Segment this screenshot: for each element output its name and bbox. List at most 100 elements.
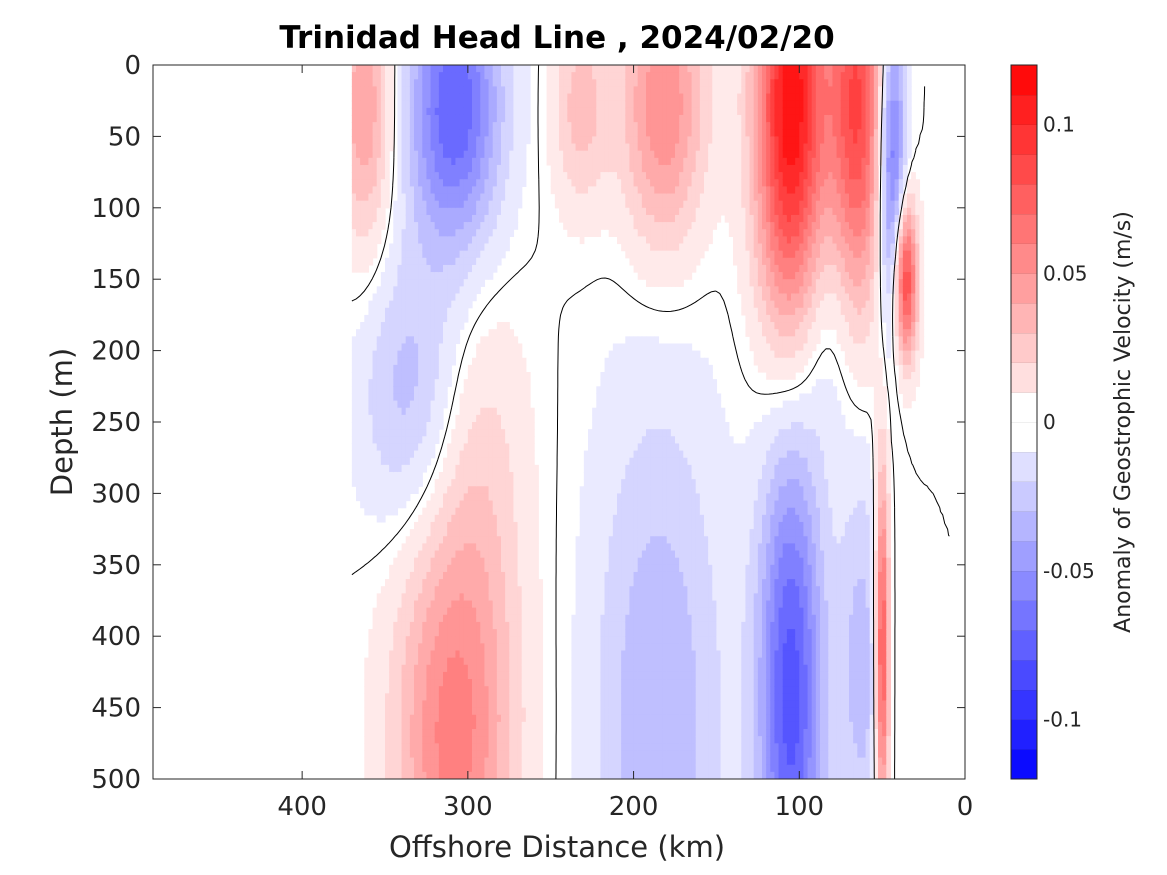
- field-cell: [496, 543, 502, 552]
- field-cell: [496, 714, 502, 723]
- field-cell: [612, 200, 618, 209]
- field-cell: [467, 222, 473, 230]
- field-cell: [380, 707, 386, 716]
- field-cell: [517, 114, 523, 123]
- field-cell: [521, 579, 527, 587]
- field-cell: [397, 471, 403, 480]
- field-cell: [372, 729, 378, 737]
- field-cell: [385, 414, 390, 423]
- field-cell: [447, 514, 452, 523]
- field-cell: [505, 243, 510, 252]
- field-cell: [455, 543, 461, 552]
- field-cell: [467, 579, 473, 587]
- field-cell: [521, 593, 527, 602]
- field-cell: [492, 500, 498, 509]
- field-cell: [430, 207, 436, 216]
- field-cell: [579, 729, 585, 737]
- field-cell: [447, 329, 452, 337]
- field-cell: [583, 136, 589, 145]
- field-cell: [480, 107, 486, 116]
- field-cell: [380, 329, 386, 337]
- field-cell: [596, 714, 602, 723]
- field-cell: [414, 193, 419, 202]
- field-cell: [426, 150, 432, 159]
- field-cell: [617, 771, 622, 779]
- field-cell: [426, 314, 432, 323]
- field-cell: [604, 536, 610, 544]
- field-cell: [401, 414, 407, 423]
- field-cell: [472, 750, 477, 759]
- field-cell: [534, 471, 539, 480]
- field-cell: [592, 607, 597, 616]
- field-cell: [509, 86, 515, 95]
- field-cell: [451, 164, 457, 173]
- field-cell: [525, 86, 531, 95]
- field-cell: [496, 443, 502, 452]
- field-cell: [459, 557, 465, 566]
- field-cell: [368, 72, 374, 80]
- field-cell: [592, 100, 597, 109]
- field-cell: [612, 657, 618, 666]
- field-cell: [501, 600, 506, 609]
- field-cell: [476, 372, 481, 380]
- field-cell: [600, 150, 606, 159]
- field-cell: [372, 250, 378, 259]
- field-cell: [583, 65, 589, 73]
- field-cell: [409, 429, 415, 437]
- field-cell: [459, 122, 465, 130]
- field-cell: [434, 543, 440, 552]
- field-cell: [430, 714, 436, 723]
- field-cell: [583, 172, 589, 180]
- field-cell: [488, 429, 494, 437]
- field-cell: [509, 414, 515, 423]
- field-cell: [592, 729, 597, 737]
- field-cell: [451, 443, 457, 452]
- field-cell: [484, 614, 490, 623]
- field-cell: [380, 714, 386, 723]
- field-cell: [480, 257, 486, 266]
- field-cell: [368, 114, 374, 123]
- field-cell: [579, 564, 585, 573]
- field-cell: [505, 614, 510, 623]
- field-cell: [600, 729, 606, 737]
- field-cell: [397, 679, 403, 687]
- field-cell: [372, 736, 378, 744]
- field-cell: [430, 272, 436, 280]
- field-cell: [364, 100, 370, 109]
- field-cell: [505, 372, 510, 380]
- field-cell: [608, 136, 614, 145]
- field-cell: [571, 629, 577, 637]
- field-cell: [480, 736, 486, 744]
- field-cell: [472, 386, 477, 395]
- field-cell: [496, 479, 502, 487]
- field-cell: [492, 664, 498, 673]
- field-cell: [364, 429, 370, 437]
- field-cell: [447, 143, 452, 152]
- field-cell: [592, 107, 597, 116]
- field-cell: [459, 771, 465, 779]
- field-cell: [409, 79, 415, 88]
- field-cell: [385, 172, 390, 180]
- field-cell: [559, 100, 564, 109]
- field-cell: [405, 157, 411, 166]
- field-cell: [480, 157, 486, 166]
- field-cell: [422, 314, 428, 323]
- field-cell: [621, 100, 626, 109]
- field-cell: [521, 586, 527, 594]
- field-cell: [459, 314, 465, 323]
- field-cell: [368, 671, 374, 680]
- field-cell: [447, 521, 452, 530]
- field-cell: [430, 264, 436, 273]
- field-cell: [571, 222, 577, 230]
- field-cell: [625, 479, 631, 487]
- field-cell: [368, 136, 374, 145]
- field-cell: [592, 750, 597, 759]
- field-cell: [604, 743, 610, 752]
- field-cell: [484, 143, 490, 152]
- field-cell: [492, 243, 498, 252]
- field-cell: [422, 743, 428, 752]
- field-cell: [447, 136, 452, 145]
- field-cell: [426, 607, 432, 616]
- field-cell: [509, 436, 515, 445]
- field-cell: [380, 600, 386, 609]
